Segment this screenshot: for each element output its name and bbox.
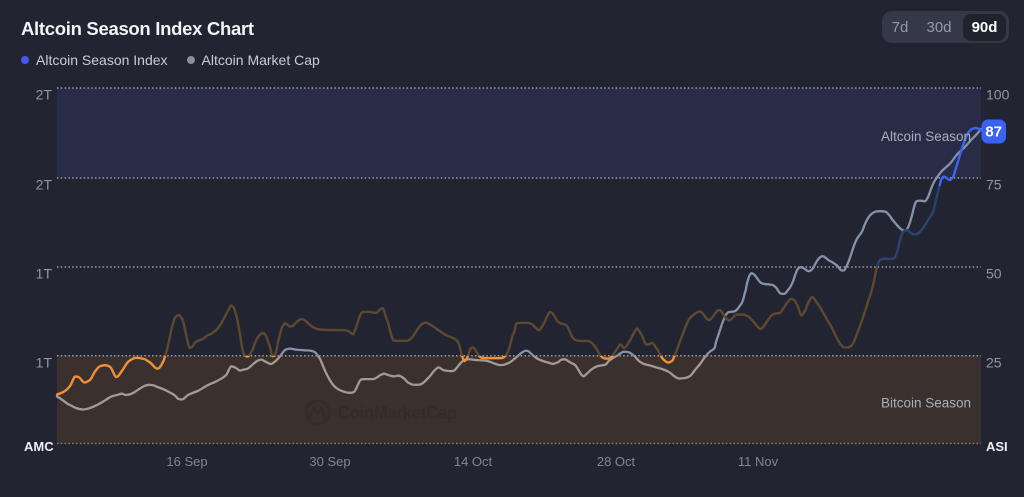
svg-text:2T: 2T — [36, 177, 53, 193]
svg-text:AMC: AMC — [24, 439, 54, 454]
svg-text:50: 50 — [986, 266, 1002, 282]
svg-text:75: 75 — [986, 177, 1002, 193]
svg-text:28 Oct: 28 Oct — [597, 454, 636, 469]
svg-text:Altcoin Season: Altcoin Season — [881, 129, 971, 144]
svg-text:30 Sep: 30 Sep — [309, 454, 350, 469]
svg-text:25: 25 — [986, 354, 1002, 370]
svg-text:ASI: ASI — [986, 439, 1008, 454]
svg-text:2T: 2T — [36, 87, 53, 103]
svg-text:1T: 1T — [36, 354, 53, 370]
svg-text:16 Sep: 16 Sep — [166, 454, 207, 469]
svg-text:87: 87 — [985, 124, 1002, 141]
svg-text:14 Oct: 14 Oct — [454, 454, 493, 469]
svg-text:1T: 1T — [36, 266, 53, 282]
svg-text:100: 100 — [986, 87, 1010, 103]
svg-text:CoinMarketCap: CoinMarketCap — [338, 403, 457, 423]
svg-text:Bitcoin Season: Bitcoin Season — [881, 396, 971, 411]
svg-text:11 Nov: 11 Nov — [738, 454, 779, 469]
